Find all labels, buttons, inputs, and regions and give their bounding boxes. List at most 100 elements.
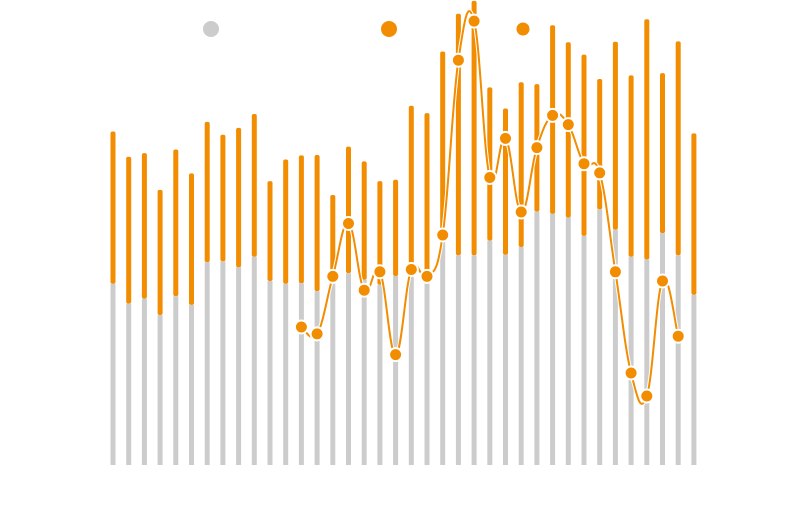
bar-top [612,41,618,230]
bar-bottom [628,256,634,465]
line-point [670,328,686,344]
bar-bottom [455,255,461,465]
line-point [309,326,325,342]
bar-top [298,155,304,284]
line-point [341,216,356,231]
bar-bottom [173,296,179,465]
bar-top [251,114,257,257]
bar-top [314,154,320,292]
bar-bottom [283,283,289,465]
line-point [388,347,404,363]
bar-bottom [251,256,257,465]
bar-bottom [518,246,524,465]
line-point [545,107,561,123]
line-point [466,13,482,29]
line-point [513,204,529,220]
bar-bottom [157,315,163,465]
legend-marker-2 [381,21,397,37]
legend-item-1[interactable] [203,21,219,37]
bar-top [330,194,336,275]
line-point [529,140,545,156]
bar-bottom [660,233,665,465]
bar-top [408,105,414,277]
line-point [592,165,608,181]
bar-top [361,161,367,280]
bar-top [691,133,697,295]
line-point [482,170,498,185]
bar-top [487,87,493,241]
bar-bottom [236,267,242,465]
bar-bottom [141,298,147,465]
bar-bottom [565,217,571,465]
line-point [293,319,309,335]
bar-bottom [361,279,367,465]
bar-top [503,108,508,255]
bar-top [440,51,446,241]
bar-bottom [393,275,399,465]
bar-bottom [204,262,210,465]
bar-top [628,75,634,257]
bar-bottom [408,276,414,465]
line-point [372,264,388,280]
legend-item-2[interactable] [381,21,397,37]
bar-bottom [487,240,493,465]
bar-bottom [267,281,273,465]
legend-marker-1 [203,21,219,37]
line-point [576,156,592,172]
bar-top [204,121,210,263]
bar-top [393,179,399,276]
line-layer [293,9,686,406]
bar-bottom [346,273,351,465]
legend-marker-3 [516,22,530,36]
bar-bottom [550,213,556,465]
bar-bottom [189,304,194,465]
bar-bottom [597,209,603,465]
bar-top [236,127,242,268]
bar-top [471,0,477,256]
bar-top [660,73,665,234]
bar-bottom [503,254,508,465]
bar-bottom [440,240,446,465]
bar-top [283,159,289,284]
bar-top [110,131,116,284]
line-point [560,117,576,133]
bar-bottom [612,229,618,465]
bar-bottom [126,303,132,465]
line-point [607,264,623,280]
line-point [435,227,451,243]
bar-top [189,173,194,305]
bar-bottom [534,211,540,465]
bar-bottom [377,284,383,465]
line-point [419,268,435,284]
bar-top [644,19,650,260]
line-point [403,262,419,277]
bar-top [157,189,163,316]
line-point [356,282,372,298]
bar-bottom [471,255,477,465]
line-point [498,130,513,146]
bar-bottom [110,283,116,465]
legend-item-3[interactable] [516,22,530,36]
line-point [639,388,655,404]
bar-top [141,153,147,299]
bar-top [173,149,179,297]
bar-bottom [314,291,320,465]
bar-top [126,156,132,304]
bar-bottom [644,259,650,465]
line-point [450,52,466,68]
bar-bottom [220,261,226,465]
bar-bottom [691,294,697,465]
bar-bottom [330,274,336,465]
line-point [655,273,670,289]
bar-top [675,41,681,256]
bar-bottom [424,277,430,465]
bar-top [377,181,383,285]
bar-top [346,146,351,274]
bar-top [424,113,430,278]
bar-top [581,54,587,236]
bar-bottom [298,283,304,465]
bar-bottom [675,255,681,465]
bars-layer [110,0,697,465]
legend[interactable] [203,21,530,37]
